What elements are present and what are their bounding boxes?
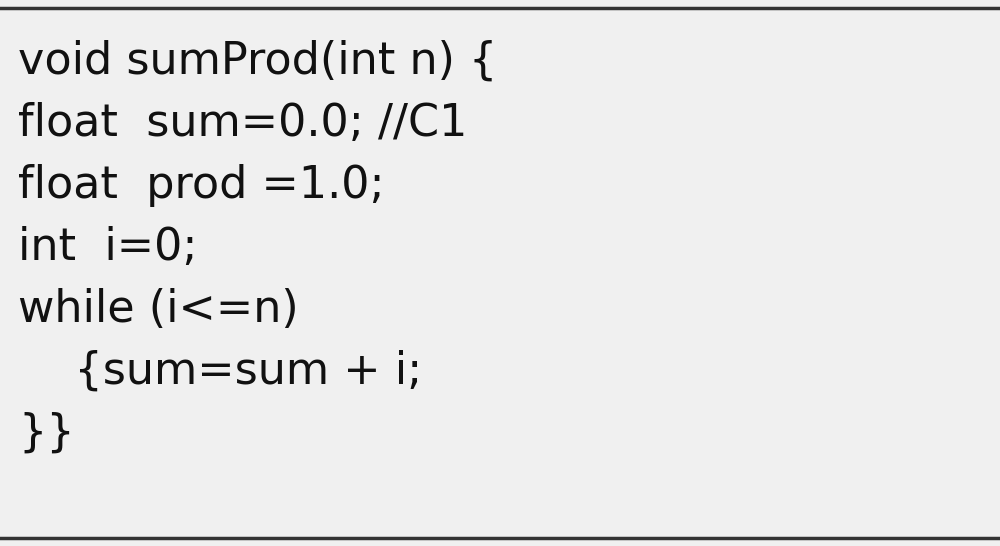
Text: {sum=sum + i;: {sum=sum + i; — [18, 350, 422, 393]
Text: int  i=0;: int i=0; — [18, 226, 198, 269]
Text: }}: }} — [18, 412, 75, 455]
Text: while (i<=n): while (i<=n) — [18, 288, 299, 331]
Text: void sumProd(int n) {: void sumProd(int n) { — [18, 40, 497, 83]
Text: float  sum=0.0; //C1: float sum=0.0; //C1 — [18, 102, 467, 145]
Text: float  prod =1.0;: float prod =1.0; — [18, 164, 385, 207]
